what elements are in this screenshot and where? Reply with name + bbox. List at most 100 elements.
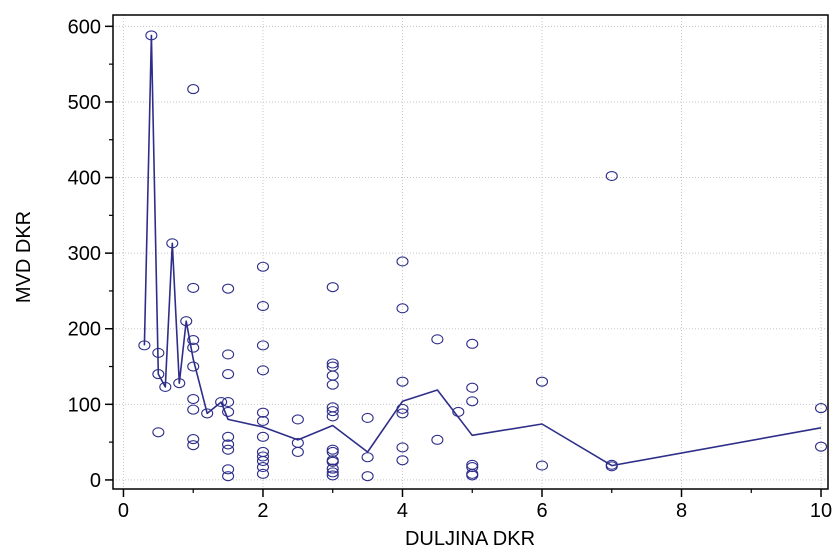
data-point <box>222 439 235 450</box>
data-point <box>396 408 409 419</box>
data-point <box>814 441 828 452</box>
data-point <box>222 349 235 360</box>
data-point <box>187 440 200 451</box>
x-tick-label: 4 <box>397 500 408 522</box>
axes <box>105 14 829 497</box>
data-point <box>326 406 339 417</box>
data-point <box>256 451 270 462</box>
data-point <box>326 467 339 478</box>
data-point <box>466 338 479 349</box>
data-point <box>256 415 270 427</box>
y-tick-label: 200 <box>68 319 101 341</box>
plot-frame <box>112 14 829 490</box>
data-point <box>222 406 235 417</box>
data-point <box>187 361 200 372</box>
data-point <box>361 412 374 423</box>
data-point <box>396 256 409 267</box>
data-point <box>159 381 172 392</box>
data-point <box>396 442 409 453</box>
data-point <box>361 471 374 482</box>
data-point <box>187 404 200 415</box>
data-point <box>396 455 409 466</box>
data-point <box>256 468 270 479</box>
data-point <box>201 408 214 419</box>
data-point <box>466 396 479 407</box>
data-point <box>256 462 270 473</box>
data-point <box>396 303 409 314</box>
trend-line <box>143 34 822 467</box>
y-tick-label: 500 <box>68 92 101 114</box>
data-point <box>187 434 200 445</box>
data-point <box>291 446 304 458</box>
data-point <box>466 459 479 470</box>
y-axis-title: MVD DKR <box>13 211 35 303</box>
data-point <box>256 340 270 351</box>
data-point <box>222 471 235 482</box>
data-point <box>187 335 200 346</box>
x-tick-label: 2 <box>257 500 268 522</box>
data-point <box>187 282 200 293</box>
data-point <box>466 470 479 481</box>
data-point <box>187 393 200 405</box>
data-point <box>326 463 339 474</box>
data-point <box>326 282 339 293</box>
data-point <box>256 365 270 376</box>
data-point <box>215 397 228 408</box>
data-point <box>222 464 235 475</box>
data-point <box>222 397 235 408</box>
data-point <box>361 452 374 463</box>
x-tick-label: 0 <box>118 500 129 522</box>
data-point <box>222 431 235 442</box>
data-point <box>145 30 158 41</box>
data-point <box>605 461 618 472</box>
data-point <box>452 406 465 417</box>
y-tick-label: 100 <box>68 394 101 416</box>
data-point <box>814 403 828 414</box>
data-point <box>326 456 339 467</box>
data-point <box>535 376 549 387</box>
data-point <box>180 316 193 327</box>
data-point <box>396 403 409 414</box>
data-point <box>431 434 444 445</box>
data-point <box>187 342 200 353</box>
data-point <box>326 358 339 369</box>
data-point <box>152 369 165 380</box>
data-point <box>431 334 444 345</box>
data-point <box>326 470 339 481</box>
x-tick-label: 6 <box>536 500 547 522</box>
data-point <box>605 170 618 182</box>
x-tick-label: 8 <box>676 500 687 522</box>
y-tick-label: 300 <box>68 243 101 265</box>
data-point <box>222 444 235 455</box>
data-point <box>152 427 165 438</box>
x-axis-title: DULJINA DKR <box>405 528 535 550</box>
grid <box>113 15 828 489</box>
y-tick-label: 400 <box>68 168 101 190</box>
data-point <box>326 411 339 422</box>
data-point <box>166 238 179 249</box>
x-tick-label: 10 <box>810 500 832 522</box>
data-point <box>173 378 186 389</box>
data-point <box>256 455 270 467</box>
data-point <box>256 431 270 442</box>
y-tick-label: 600 <box>68 16 101 38</box>
data-point <box>152 347 165 358</box>
data-point <box>222 369 235 380</box>
data-point <box>291 414 304 425</box>
data-point <box>535 460 549 471</box>
data-point <box>326 446 339 458</box>
data-points <box>138 30 828 482</box>
data-point <box>326 379 339 390</box>
data-point <box>256 261 270 272</box>
trend-line-path <box>143 34 822 467</box>
data-point <box>256 407 270 418</box>
data-point <box>256 301 270 312</box>
data-point <box>326 370 339 381</box>
data-point <box>222 283 235 294</box>
data-point <box>466 462 479 473</box>
data-point <box>326 444 339 455</box>
data-point <box>138 340 151 351</box>
y-tick-label: 0 <box>90 470 101 492</box>
